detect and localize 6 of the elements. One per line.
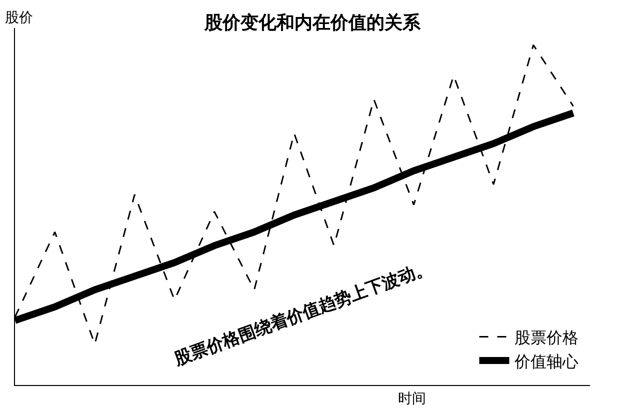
legend-label: 股票价格 — [514, 328, 578, 347]
x-axis-title: 时间 — [398, 391, 426, 407]
chart-title: 股价变化和内在价值的关系 — [204, 12, 422, 34]
annotation: 股票价格围绕着价值趋势上下波动。 — [170, 258, 434, 370]
legend-label: 价值轴心 — [513, 352, 578, 371]
y-axis-title: 股价 — [5, 10, 33, 26]
